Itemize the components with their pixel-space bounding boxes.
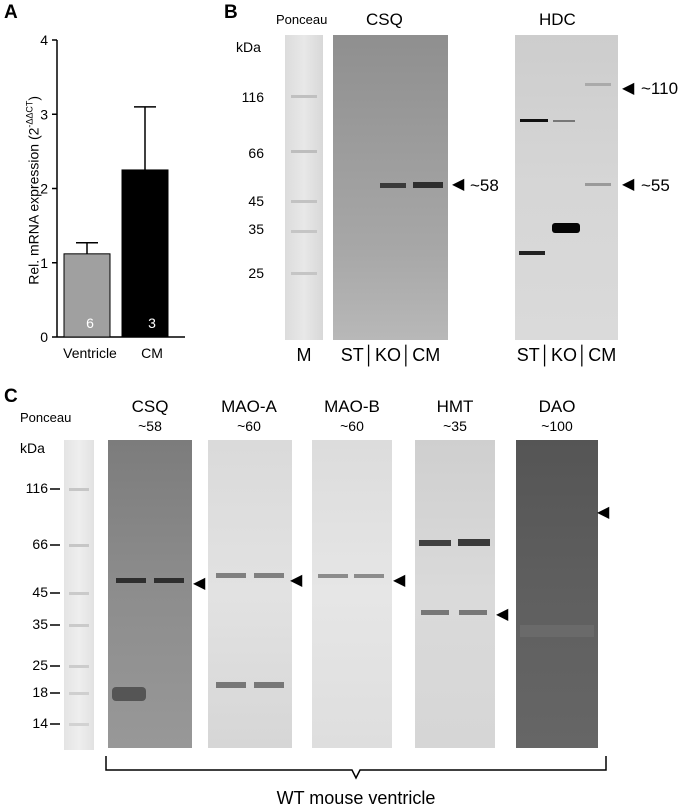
- blot-mao-a-c: [208, 440, 292, 748]
- ponceau-strip-c: [64, 440, 94, 750]
- marker-116-b: 116: [241, 89, 264, 105]
- y-tick-label-1: 1: [40, 255, 48, 271]
- y-tick-label-2: 2: [40, 181, 48, 197]
- blot-hmt-c: [415, 440, 495, 748]
- bar-cm: [121, 169, 169, 338]
- blot-dao-c: [516, 440, 598, 748]
- blot-title-mao-b: MAO-B: [324, 397, 380, 416]
- kda-label-b: kDa: [236, 39, 261, 55]
- blot-title-hmt: HMT: [436, 397, 474, 416]
- arrow-mao-b-c: ◀: [393, 572, 406, 589]
- band-label-csq-58: ~58: [470, 176, 499, 195]
- hdc-title-b: HDC: [539, 10, 576, 29]
- arrow-hdc-55: ◀: [622, 176, 635, 193]
- lane-labels-hdc-b: ST│KO│CM: [516, 345, 617, 365]
- y-tick-label-3: 3: [40, 106, 48, 122]
- kda-label-c: kDa: [20, 440, 45, 456]
- x-tick-label-cm: CM: [141, 345, 163, 361]
- arrow-hdc-110: ◀: [622, 80, 635, 97]
- blot-title-mao-a: MAO-A: [221, 397, 277, 416]
- blot-csq-c: [108, 440, 192, 748]
- marker-25-c: 25: [32, 657, 48, 673]
- blot-mao-b-c: [312, 440, 392, 748]
- y-tick-label-0: 0: [40, 329, 48, 345]
- panel-c-label: C: [4, 386, 18, 407]
- csq-blot-b: [333, 35, 448, 340]
- arrow-csq-58: ◀: [452, 176, 465, 193]
- blot-size-csq: ~58: [138, 418, 162, 434]
- blot-size-mao-a: ~60: [237, 418, 261, 434]
- panel-b-label: B: [224, 2, 238, 23]
- arrow-dao-c: ◀: [597, 504, 610, 521]
- blot-title-csq: CSQ: [131, 397, 169, 416]
- y-tick-label-4: 4: [40, 32, 48, 48]
- marker-18-c: 18: [32, 684, 48, 700]
- blot-title-dao: DAO: [538, 397, 576, 416]
- blot-size-dao: ~100: [541, 418, 573, 434]
- marker-66-c: 66: [32, 536, 48, 552]
- hdc-blot-b: [515, 35, 618, 340]
- n-label-cm: 3: [148, 315, 156, 331]
- blot-size-hmt: ~35: [443, 418, 467, 434]
- band-label-hdc-110: ~110: [641, 79, 679, 98]
- lane-label-m: M: [296, 345, 312, 365]
- marker-14-c: 14: [32, 715, 48, 731]
- ponceau-label-b: Ponceau: [276, 12, 328, 27]
- marker-25-b: 25: [248, 265, 264, 281]
- ponceau-label-c: Ponceau: [20, 410, 72, 425]
- x-tick-label-ventricle: Ventricle: [63, 345, 117, 361]
- marker-45-b: 45: [248, 193, 264, 209]
- band-label-hdc-55: ~55: [641, 176, 670, 195]
- arrow-mao-a-c: ◀: [290, 572, 303, 589]
- marker-66-b: 66: [248, 145, 264, 161]
- ponceau-strip-b: [285, 35, 323, 340]
- panel-a-label: A: [4, 2, 18, 23]
- lane-labels-csq-b: ST│KO│CM: [340, 345, 441, 365]
- mrna-bar-chart: 0 1 2 3 4: [40, 32, 185, 345]
- marker-35-b: 35: [248, 221, 264, 237]
- marker-116-c: 116: [25, 480, 48, 496]
- csq-title-b: CSQ: [366, 10, 403, 29]
- brace-label: WT mouse ventricle: [276, 788, 436, 808]
- n-label-ventricle: 6: [86, 315, 94, 331]
- blot-size-mao-b: ~60: [340, 418, 364, 434]
- marker-35-c: 35: [32, 616, 48, 632]
- marker-45-c: 45: [32, 584, 48, 600]
- arrow-hmt-c: ◀: [496, 606, 509, 623]
- arrow-csq-c: ◀: [193, 575, 206, 592]
